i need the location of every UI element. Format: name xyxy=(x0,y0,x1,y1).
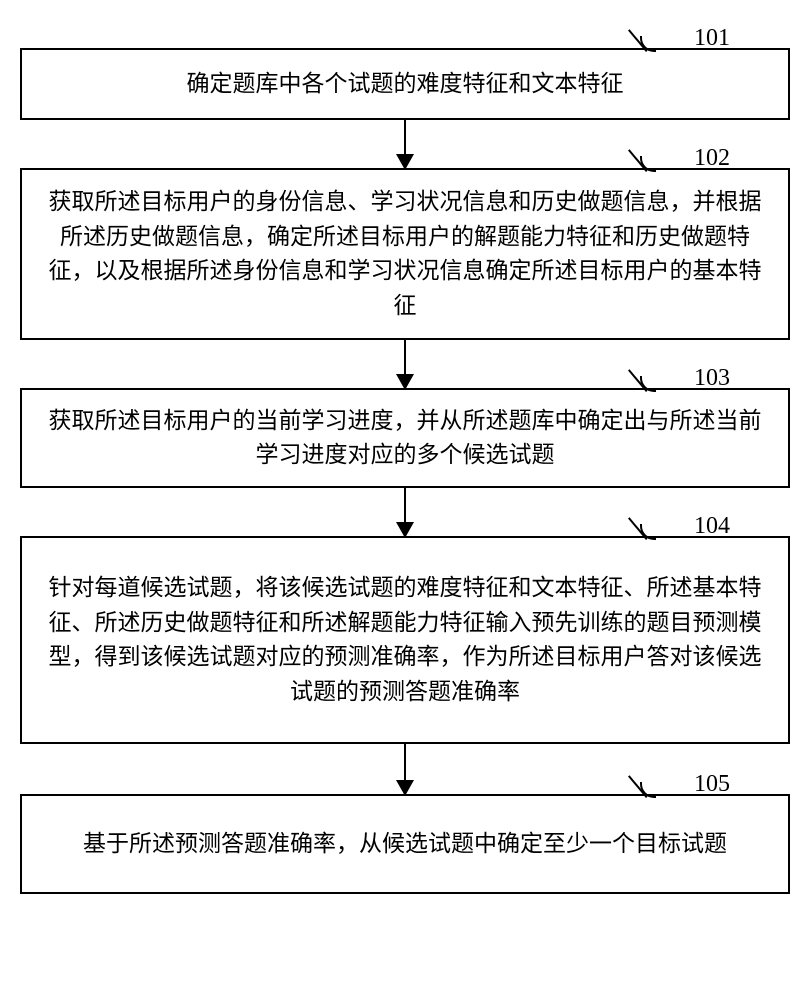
flow-box: 针对每道候选试题，将该候选试题的难度特征和文本特征、所述基本特征、所述历史做题特… xyxy=(20,536,790,744)
flow-box: 获取所述目标用户的当前学习进度，并从所述题库中确定出与所述当前学习进度对应的多个… xyxy=(20,388,790,488)
flow-step: 105 基于所述预测答题准确率，从候选试题中确定至少一个目标试题 xyxy=(20,794,790,894)
flow-step: 102 获取所述目标用户的身份信息、学习状况信息和历史做题信息，并根据所述历史做… xyxy=(20,168,790,340)
step-label-callout: 104 xyxy=(640,508,730,538)
flow-box: 基于所述预测答题准确率，从候选试题中确定至少一个目标试题 xyxy=(20,794,790,894)
flow-box-text: 确定题库中各个试题的难度特征和文本特征 xyxy=(169,67,642,102)
flow-step: 101 确定题库中各个试题的难度特征和文本特征 xyxy=(20,48,790,120)
flow-box-text: 获取所述目标用户的当前学习进度，并从所述题库中确定出与所述当前学习进度对应的多个… xyxy=(22,404,788,473)
callout-curve-icon xyxy=(640,20,690,50)
flow-step: 103 获取所述目标用户的当前学习进度，并从所述题库中确定出与所述当前学习进度对… xyxy=(20,388,790,488)
flowchart-container: 101 确定题库中各个试题的难度特征和文本特征 102 获取所述目标用户的身份信… xyxy=(20,20,790,894)
flow-box-text: 针对每道候选试题，将该候选试题的难度特征和文本特征、所述基本特征、所述历史做题特… xyxy=(22,571,788,709)
callout-curve-icon xyxy=(640,508,690,538)
arrow-down-icon xyxy=(404,120,406,168)
flow-box: 确定题库中各个试题的难度特征和文本特征 xyxy=(20,48,790,120)
step-label-callout: 105 xyxy=(640,766,730,796)
step-number: 101 xyxy=(694,26,730,50)
step-label-callout: 102 xyxy=(640,140,730,170)
callout-curve-icon xyxy=(640,140,690,170)
flow-box-text: 获取所述目标用户的身份信息、学习状况信息和历史做题信息，并根据所述历史做题信息，… xyxy=(22,185,788,323)
flow-step: 104 针对每道候选试题，将该候选试题的难度特征和文本特征、所述基本特征、所述历… xyxy=(20,536,790,744)
step-label-callout: 101 xyxy=(640,20,730,50)
step-number: 103 xyxy=(694,366,730,390)
flow-box-text: 基于所述预测答题准确率，从候选试题中确定至少一个目标试题 xyxy=(65,827,745,862)
arrow-down-icon xyxy=(404,744,406,794)
arrow-down-icon xyxy=(404,488,406,536)
step-label-callout: 103 xyxy=(640,360,730,390)
step-number: 102 xyxy=(694,146,730,170)
flow-box: 获取所述目标用户的身份信息、学习状况信息和历史做题信息，并根据所述历史做题信息，… xyxy=(20,168,790,340)
callout-curve-icon xyxy=(640,360,690,390)
step-number: 105 xyxy=(694,772,730,796)
callout-curve-icon xyxy=(640,766,690,796)
step-number: 104 xyxy=(694,514,730,538)
arrow-down-icon xyxy=(404,340,406,388)
